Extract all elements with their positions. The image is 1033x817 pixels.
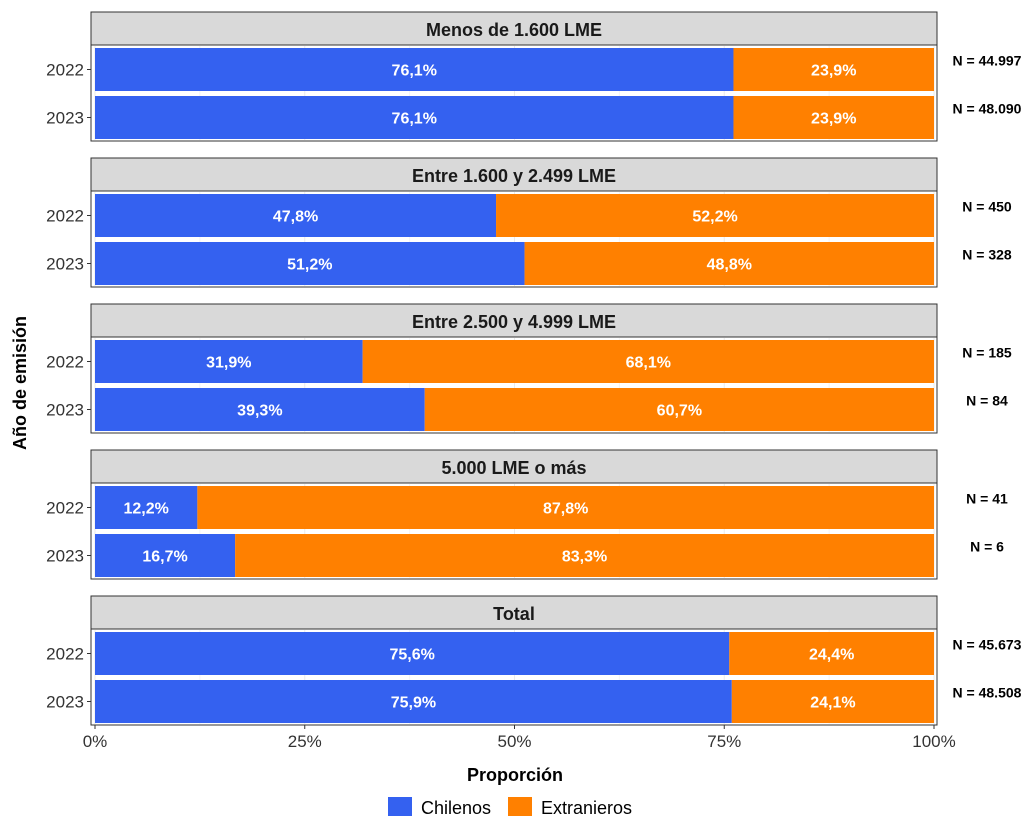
bar-extranjeros (733, 96, 934, 139)
n-annotation: N = 44.997 (953, 53, 1022, 69)
bar-chilenos (95, 194, 497, 237)
x-tick-label: 100% (912, 732, 955, 751)
bar-extranjeros (496, 194, 934, 237)
bar-extranjeros (524, 242, 934, 285)
y-axis-title: Año de emisión (10, 316, 30, 450)
n-annotation: N = 6 (970, 539, 1004, 555)
x-tick-label: 0% (83, 732, 108, 751)
x-tick-label: 25% (288, 732, 322, 751)
data-label-chilenos: 39,3% (237, 403, 282, 420)
bar-chilenos (95, 632, 730, 675)
data-label-chilenos: 31,9% (206, 355, 251, 372)
legend-label-chilenos: Chilenos (421, 798, 491, 817)
facet-panel: 5.000 LME o más 12,2% 87,8% 2022 N = 41 16,7%… (46, 449, 1008, 580)
bar-chilenos (95, 486, 198, 529)
data-label-extranjeros: 48,8% (707, 257, 752, 274)
x-axis-title: Proporción (467, 765, 563, 785)
data-label-chilenos: 76,1% (392, 63, 437, 80)
data-label-chilenos: 47,8% (273, 209, 318, 226)
data-label-chilenos: 12,2% (123, 501, 168, 518)
data-label-extranjeros: 68,1% (626, 355, 671, 372)
bar-chilenos (95, 534, 236, 577)
facet-title: Entre 1.600 y 2.499 LME (412, 166, 616, 186)
data-label-chilenos: 76,1% (392, 111, 437, 128)
data-label-chilenos: 51,2% (287, 257, 332, 274)
data-label-extranjeros: 87,8% (543, 501, 588, 518)
y-tick-label: 2022 (46, 645, 84, 664)
facet-strip (90, 449, 938, 484)
bar-extranjeros (729, 632, 934, 675)
n-annotation: N = 450 (962, 199, 1012, 215)
facet-panel: Entre 2.500 y 4.999 LME 31,9% 68,1% 2022 N =… (46, 303, 1012, 434)
facet-title: 5.000 LME o más (441, 458, 586, 478)
bar-extranjeros (235, 534, 934, 577)
legend: Chilenos Extranieros (388, 797, 632, 817)
y-tick-label: 2022 (46, 353, 84, 372)
bar-extranjeros (731, 680, 934, 723)
data-label-chilenos: 75,6% (389, 647, 434, 664)
chart-panels: Menos de 1.600 LME 76,1% 23,9% 2022 N = 44.9… (46, 11, 1022, 726)
bar-extranjeros (733, 48, 934, 91)
facet-strip (90, 157, 938, 192)
legend-swatch-extranjeros (508, 797, 532, 816)
bar-chilenos (95, 388, 425, 431)
bar-extranjeros (424, 388, 934, 431)
data-label-extranjeros: 24,4% (809, 647, 854, 664)
bar-chilenos (95, 242, 525, 285)
data-label-extranjeros: 52,2% (692, 209, 737, 226)
data-label-extranjeros: 23,9% (811, 63, 856, 80)
data-label-chilenos: 16,7% (142, 549, 187, 566)
legend-swatch-chilenos (388, 797, 412, 816)
bar-chilenos (95, 680, 732, 723)
x-tick-label: 50% (497, 732, 531, 751)
y-tick-label: 2023 (46, 255, 84, 274)
y-tick-label: 2023 (46, 547, 84, 566)
bar-chilenos (95, 96, 734, 139)
facet-panel: Total 75,6% 24,4% 2022 N = 45.673 75,9% 24,1% 2… (46, 595, 1022, 726)
data-label-extranjeros: 60,7% (657, 403, 702, 420)
facet-strip (90, 11, 938, 46)
facet-panel: Menos de 1.600 LME 76,1% 23,9% 2022 N = 44.9… (46, 11, 1022, 142)
facet-panel: Entre 1.600 y 2.499 LME 47,8% 52,2% 2022 N =… (46, 157, 1012, 288)
n-annotation: N = 84 (966, 393, 1008, 409)
facet-title: Menos de 1.600 LME (426, 20, 602, 40)
y-tick-label: 2023 (46, 693, 84, 712)
facet-strip (90, 595, 938, 630)
bar-extranjeros (197, 486, 934, 529)
y-tick-label: 2022 (46, 207, 84, 226)
y-tick-label: 2023 (46, 401, 84, 420)
x-axis: 0% 25% 50% 75% 100% (83, 725, 956, 751)
facet-title: Total (493, 604, 535, 624)
n-annotation: N = 41 (966, 491, 1008, 507)
y-tick-label: 2022 (46, 499, 84, 518)
bar-extranjeros (362, 340, 934, 383)
data-label-extranjeros: 83,3% (562, 549, 607, 566)
y-tick-label: 2023 (46, 109, 84, 128)
n-annotation: N = 328 (962, 247, 1012, 263)
n-annotation: N = 48.090 (953, 101, 1022, 117)
bar-chilenos (95, 48, 734, 91)
x-tick-label: 75% (707, 732, 741, 751)
facet-title: Entre 2.500 y 4.999 LME (412, 312, 616, 332)
n-annotation: N = 45.673 (953, 637, 1022, 653)
n-annotation: N = 185 (962, 345, 1012, 361)
data-label-extranjeros: 23,9% (811, 111, 856, 128)
n-annotation: N = 48.508 (953, 685, 1022, 701)
data-label-chilenos: 75,9% (391, 695, 436, 712)
facet-strip (90, 303, 938, 338)
bar-chilenos (95, 340, 363, 383)
data-label-extranjeros: 24,1% (810, 695, 855, 712)
y-tick-label: 2022 (46, 61, 84, 80)
legend-label-extranjeros: Extranieros (541, 798, 632, 817)
